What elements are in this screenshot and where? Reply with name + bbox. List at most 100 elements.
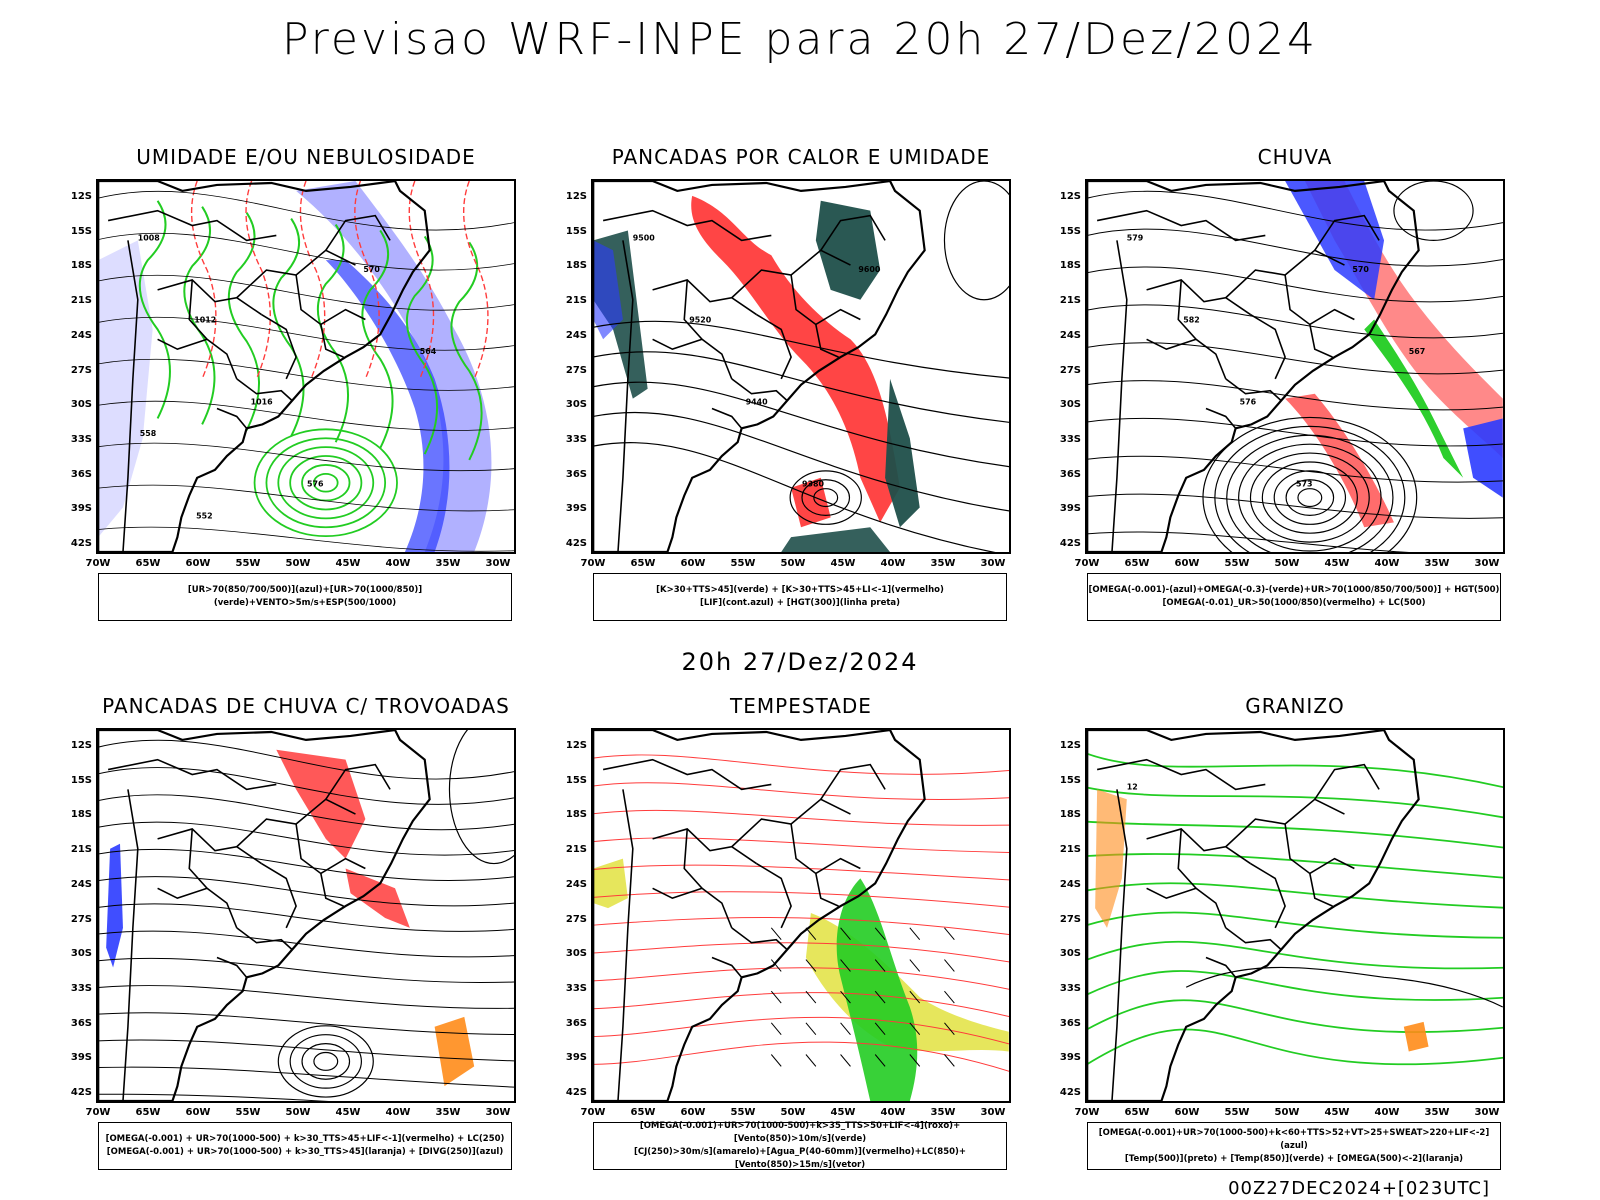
longitude-label: 50W	[1274, 558, 1300, 569]
longitude-label: 65W	[1124, 558, 1150, 569]
longitude-label: 30W	[1474, 558, 1500, 569]
field-layer	[593, 754, 1009, 1101]
latitude-label: 42S	[70, 538, 92, 549]
legend-line: [OMEGA(-0.001) + UR>70(1000-500) + k>30_…	[105, 1134, 505, 1144]
latitude-label: 15S	[70, 774, 92, 786]
map-canvas: 579 582 576 573 570 567	[1087, 181, 1503, 552]
longitude-label: 35W	[930, 1107, 956, 1118]
field-layer	[98, 181, 514, 552]
longitude-label: 45W	[1324, 1107, 1350, 1118]
panel-title: UMIDADE E/OU NEBULOSIDADE	[136, 145, 476, 169]
longitude-label: 40W	[385, 1107, 411, 1118]
latitude-label: 39S	[70, 1052, 92, 1064]
longitude-label: 70W	[580, 1107, 606, 1118]
latitude-label: 30S	[565, 948, 587, 960]
borders-layer	[98, 181, 431, 552]
longitude-label: 60W	[1174, 1107, 1200, 1118]
latitude-label: 27S	[565, 913, 587, 925]
longitude-label: 45W	[830, 1107, 856, 1118]
longitude-label: 55W	[1224, 1107, 1250, 1118]
field-layer	[593, 181, 1009, 552]
latitude-label: 24S	[70, 329, 92, 341]
latitude-label: 18S	[70, 260, 92, 272]
latitude-label: 15S	[1059, 774, 1081, 786]
latitude-label: 42S	[565, 1087, 587, 1098]
latitude-label: 39S	[565, 1052, 587, 1064]
latitude-label: 24S	[1059, 329, 1081, 341]
longitude-label: 70W	[1074, 558, 1100, 569]
latitude-label: 30S	[1059, 948, 1081, 960]
legend-box: [UR>70(850/700/500)](azul)+[UR>70(1000/8…	[98, 573, 512, 621]
longitude-label: 70W	[580, 558, 606, 569]
longitude-label: 50W	[285, 1107, 311, 1118]
contour-label: 9500	[633, 233, 656, 242]
weather-map: 579 582 576 573 570 567	[1085, 179, 1505, 554]
longitude-label: 60W	[185, 558, 211, 569]
latitude-label: 42S	[565, 538, 587, 549]
contour-label: 579	[1127, 233, 1144, 242]
weather-map	[96, 728, 516, 1103]
longitude-label: 65W	[1124, 1107, 1150, 1118]
longitude-label: 40W	[880, 1107, 906, 1118]
latitude-label: 18S	[1059, 809, 1081, 821]
contour-label: 582	[1183, 315, 1200, 324]
borders-layer	[1087, 181, 1420, 552]
latitude-label: 39S	[1059, 1052, 1081, 1064]
latitude-label: 33S	[565, 982, 587, 994]
longitude-label: 45W	[335, 1107, 361, 1118]
latitude-label: 27S	[565, 364, 587, 376]
latitude-label: 33S	[1059, 433, 1081, 445]
latitude-label: 27S	[70, 364, 92, 376]
longitude-label: 30W	[980, 558, 1006, 569]
contour-label: 570	[363, 265, 380, 274]
latitude-label: 30S	[1059, 399, 1081, 411]
legend-line: [OMEGA(-0.001) + UR>70(1000-500) + k>30_…	[106, 1147, 504, 1157]
legend-line: [Temp(500)](preto) + [Temp(850)](verde) …	[1124, 1153, 1464, 1164]
latitude-label: 15S	[1059, 225, 1081, 237]
longitude-label: 35W	[435, 558, 461, 569]
latitude-label: 36S	[565, 468, 587, 480]
field-layer	[1087, 752, 1503, 1066]
longitude-label: 45W	[335, 558, 361, 569]
longitude-label: 35W	[1424, 558, 1450, 569]
longitude-label: 60W	[1174, 558, 1200, 569]
latitude-label: 21S	[565, 295, 587, 307]
latitude-label: 30S	[70, 399, 92, 411]
weather-map: 12	[1085, 728, 1505, 1103]
legend-line: [OMEGA(-0.001)+UR>70(1000-500)+k>35_TTS>…	[639, 1121, 961, 1144]
latitude-label: 12S	[565, 191, 587, 202]
legend-box: [OMEGA(-0.001)+UR>70(1000-500)+k<60+TTS>…	[1087, 1122, 1501, 1170]
longitude-label: 40W	[385, 558, 411, 569]
contour-label: 564	[420, 347, 437, 356]
contour-label: 576	[1240, 398, 1257, 407]
page-title: Previsao WRF-INPE para 20h 27/Dez/2024	[282, 14, 1318, 65]
latitude-label: 12S	[565, 740, 587, 751]
longitude-label: 65W	[135, 558, 161, 569]
latitude-label: 12S	[70, 740, 92, 751]
longitude-label: 30W	[1474, 1107, 1500, 1118]
latitude-label: 24S	[70, 878, 92, 890]
legend-box: [K>30+TTS>45](verde) + [K>30+TTS>45+LI<-…	[593, 573, 1007, 621]
longitude-label: 40W	[880, 558, 906, 569]
latitude-label: 24S	[1059, 878, 1081, 890]
map-canvas: 9500 9520 9440 9380 9600	[593, 181, 1009, 552]
latitude-label: 42S	[1059, 1087, 1081, 1098]
map-canvas	[98, 730, 514, 1101]
field-layer	[1087, 181, 1503, 552]
panel-title: CHUVA	[1257, 145, 1333, 169]
legend-line: [OMEGA(-0.001)-(azul)+OMEGA(-0.3)-(verde…	[1088, 585, 1500, 595]
longitude-label: 30W	[485, 1107, 511, 1118]
latitude-label: 15S	[565, 225, 587, 237]
latitude-label: 30S	[565, 399, 587, 411]
latitude-label: 15S	[565, 774, 587, 786]
longitude-label: 60W	[185, 1107, 211, 1118]
mid-date: 20h 27/Dez/2024	[681, 648, 919, 676]
map-canvas	[593, 730, 1009, 1101]
latitude-label: 12S	[1059, 740, 1081, 751]
legend-line: [LIF](cont.azul) + [HGT(300)](linha pret…	[699, 598, 901, 608]
latitude-label: 33S	[1059, 982, 1081, 994]
borders-layer	[98, 730, 431, 1101]
panel-title: PANCADAS POR CALOR E UMIDADE	[611, 145, 991, 169]
latitude-label: 12S	[70, 191, 92, 202]
longitude-label: 45W	[1324, 558, 1350, 569]
